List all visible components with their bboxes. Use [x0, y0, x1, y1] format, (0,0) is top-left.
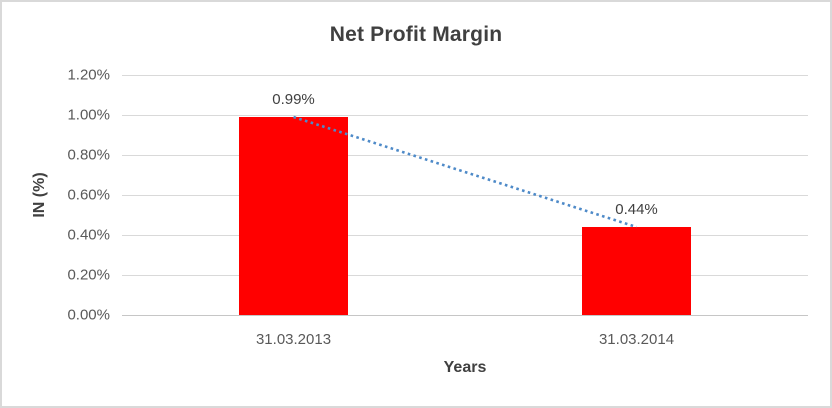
y-tick-label: 0.20% — [67, 266, 110, 284]
data-label-31.03.2013: 0.99% — [272, 91, 315, 108]
y-tick-label: 1.00% — [67, 106, 110, 124]
y-tick-label: 0.40% — [67, 226, 110, 244]
chart-title: Net Profit Margin — [329, 23, 503, 46]
gridline — [122, 115, 808, 116]
x-tick-label: 31.03.2013 — [255, 331, 332, 348]
gridline — [122, 75, 808, 76]
trendline — [293, 115, 637, 229]
x-axis-title: Years — [443, 359, 487, 376]
gridline — [122, 195, 808, 196]
y-tick-label: 0.60% — [67, 186, 110, 204]
bar-31.03.2013 — [239, 117, 348, 315]
x-tick-label: 31.03.2014 — [598, 331, 675, 348]
gridline — [122, 235, 808, 236]
y-tick-label: 0.80% — [67, 146, 110, 164]
y-tick-label: 1.20% — [67, 66, 110, 84]
data-label-31.03.2014: 0.44% — [615, 201, 658, 218]
gridline — [122, 275, 808, 276]
y-axis-tick-labels: 1.20% 1.00% 0.80% 0.60% 0.40% 0.20% 0.00% — [2, 67, 110, 324]
bar-31.03.2014 — [582, 227, 691, 315]
x-axis-category-labels: 31.03.2013 31.03.2014 — [2, 331, 830, 351]
x-axis-line — [122, 315, 808, 316]
y-tick-label: 0.00% — [67, 306, 110, 324]
plot-area: 0.99% 0.44% — [122, 75, 808, 316]
gridline — [122, 155, 808, 156]
